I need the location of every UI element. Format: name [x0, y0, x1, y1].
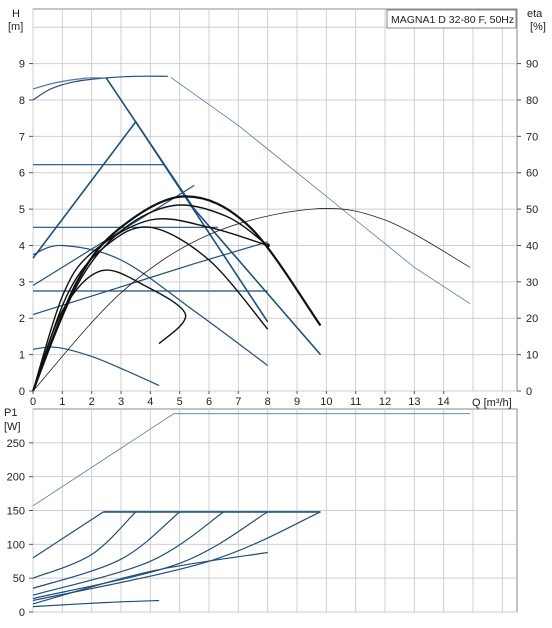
head-plot-curves: [31, 75, 471, 392]
power-y-tick-label: 100: [7, 539, 25, 551]
power-curve-power-7: [32, 551, 268, 605]
eta-y-tick-label: 40: [526, 240, 538, 252]
head-y-tick-label: 1: [19, 350, 25, 362]
eta-y-tick-label: 90: [526, 59, 538, 71]
head-x-tick-label: 9: [294, 396, 300, 408]
head-x-tick-label: 11: [350, 396, 361, 408]
head-x-tick-label: 3: [118, 396, 124, 408]
head-curve-head-max-single: [32, 75, 168, 101]
head-axis-label-line2: [m]: [8, 21, 23, 33]
head-y-tick-label: 4: [19, 240, 25, 252]
head-curve-efficiency-5: [32, 218, 268, 392]
head-curve-head-max-thin: [170, 77, 471, 305]
head-curve-head-max-parallel-top: [32, 77, 107, 90]
eta-y-tick-label: 30: [526, 277, 538, 289]
power-plot-y-ticks: 0 50 100 150 200 250: [7, 438, 33, 619]
power-axis-label-line1: P1: [4, 407, 17, 419]
head-curve-efficiency-4: [32, 269, 187, 392]
head-x-tick-label: 8: [265, 396, 271, 408]
eta-y-tick-label: 20: [526, 313, 538, 325]
power-y-tick-label: 250: [7, 438, 25, 450]
power-curve-power-5: [32, 511, 269, 600]
head-curve-prop-low-1: [32, 241, 268, 316]
power-curve-power-max-thin: [32, 413, 471, 507]
head-plot-grid: [32, 9, 517, 392]
power-y-tick-label: 0: [19, 607, 25, 619]
head-y-tick-label: 0: [19, 386, 25, 398]
head-axis-label-line1: H: [12, 8, 20, 20]
eta-y-tick-label: 50: [526, 204, 538, 216]
head-x-tick-label: 2: [89, 396, 95, 408]
power-y-tick-label: 200: [7, 472, 25, 484]
head-x-tick-label: 12: [379, 396, 391, 408]
head-x-tick-label: 5: [177, 396, 183, 408]
efficiency-point-marker: [265, 243, 270, 248]
head-x-tick-label: 6: [206, 396, 212, 408]
head-curve-prop-low-2: [32, 184, 195, 287]
power-curve-power-1: [32, 511, 104, 559]
power-plot-grid: [32, 409, 517, 613]
head-y-tick-label: 5: [19, 204, 25, 216]
power-curve-power-3: [32, 511, 181, 589]
flow-axis-label: Q [m³/h]: [472, 397, 512, 409]
head-x-tick-label: 0: [30, 396, 36, 408]
head-curve-efficiency-2: [32, 204, 269, 392]
head-y-tick-label: 3: [19, 277, 25, 289]
power-y-tick-label: 50: [13, 573, 25, 585]
eta-axis-label-line1: eta: [527, 8, 543, 20]
head-x-tick-label: 1: [59, 396, 65, 408]
head-y-tick-label: 7: [19, 131, 25, 143]
power-curve-power-2: [32, 511, 137, 579]
head-plot-x-ticks: 0 1 2 3 4 5 6 7 8 9 10 11 12 13 14: [30, 391, 450, 408]
eta-y-tick-label: 0: [526, 386, 532, 398]
head-curve-speed-curve-high: [32, 244, 269, 366]
head-x-tick-label: 4: [147, 396, 153, 408]
head-x-tick-label: 10: [320, 396, 332, 408]
head-y-tick-label: 6: [19, 168, 25, 180]
power-curve-power-8: [32, 599, 160, 608]
chart-title: MAGNA1 D 32-80 F, 50Hz: [391, 14, 514, 26]
head-x-tick-label: 14: [438, 396, 450, 408]
head-y-tick-label: 9: [19, 59, 25, 71]
head-y-tick-label: 8: [19, 95, 25, 107]
head-x-tick-label: 7: [235, 396, 241, 408]
head-curve-efficiency-3: [32, 226, 269, 392]
power-axis-label-line2: [W]: [4, 421, 21, 433]
head-plot-y2-ticks: 0 10 20 30 40 50 60 70 80 90: [517, 59, 538, 398]
eta-y-tick-label: 60: [526, 168, 538, 180]
head-plot-y-ticks: 0 1 2 3 4 5 6 7 8 9: [19, 59, 33, 398]
eta-axis-label-line2: [%]: [530, 21, 546, 33]
power-curve-power-4: [32, 511, 225, 596]
eta-y-tick-label: 80: [526, 95, 538, 107]
head-y-tick-label: 2: [19, 313, 25, 325]
power-plot-curves: [32, 413, 471, 608]
eta-y-tick-label: 70: [526, 131, 538, 143]
power-y-tick-label: 150: [7, 506, 25, 518]
eta-y-tick-label: 10: [526, 350, 538, 362]
chart-title-box: [386, 9, 517, 29]
head-x-tick-label: 13: [408, 396, 420, 408]
head-curve-efficiency-thin: [32, 207, 471, 392]
